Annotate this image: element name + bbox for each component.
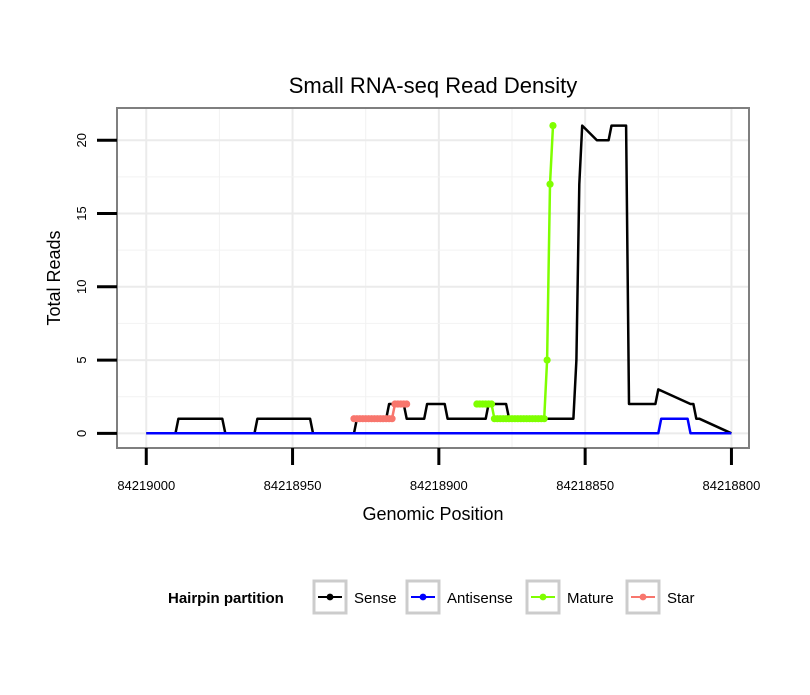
plot-panel (117, 108, 749, 448)
y-tick-label: 15 (74, 206, 89, 220)
data-point-star (388, 415, 396, 423)
data-point-star (403, 400, 411, 408)
data-point-mature (543, 356, 551, 364)
axis-layer: 84219000 84218950 84218900 84218850 84218800… (74, 133, 760, 493)
y-axis-label: Total Reads (44, 230, 64, 325)
series-line-sense (146, 124, 732, 435)
series-line-antisense (146, 417, 732, 435)
legend-label-antisense: Antisense (447, 590, 513, 607)
y-tick-label: 10 (74, 280, 89, 294)
data-point-mature (540, 415, 548, 423)
legend-label-sense: Sense (354, 590, 397, 607)
x-tick-label: 84218900 (410, 478, 468, 493)
x-tick-label: 84218800 (703, 478, 761, 493)
legend-title: Hairpin partition (168, 590, 284, 607)
series-layer (146, 121, 732, 435)
x-tick-label: 84218850 (556, 478, 614, 493)
y-tick-label: 0 (74, 430, 89, 437)
chart-title: Small RNA-seq Read Density (289, 73, 578, 98)
legend-dot-sense (326, 593, 334, 601)
legend-label-mature: Mature (567, 590, 614, 607)
legend: Hairpin partition Sense Antisense Mature St… (168, 579, 695, 615)
legend-dot-antisense (419, 593, 427, 601)
data-point-mature (549, 121, 557, 130)
legend-dot-mature (539, 593, 547, 601)
y-tick-label: 20 (74, 133, 89, 147)
plot-border (116, 107, 750, 449)
data-point-mature (487, 400, 496, 408)
x-axis-label: Genomic Position (362, 504, 503, 524)
data-point-mature (546, 180, 554, 188)
x-tick-label: 84218950 (264, 478, 322, 493)
x-tick-label: 84219000 (117, 478, 175, 493)
legend-label-star: Star (667, 590, 695, 607)
legend-dot-star (639, 593, 647, 601)
y-tick-label: 5 (74, 356, 89, 363)
